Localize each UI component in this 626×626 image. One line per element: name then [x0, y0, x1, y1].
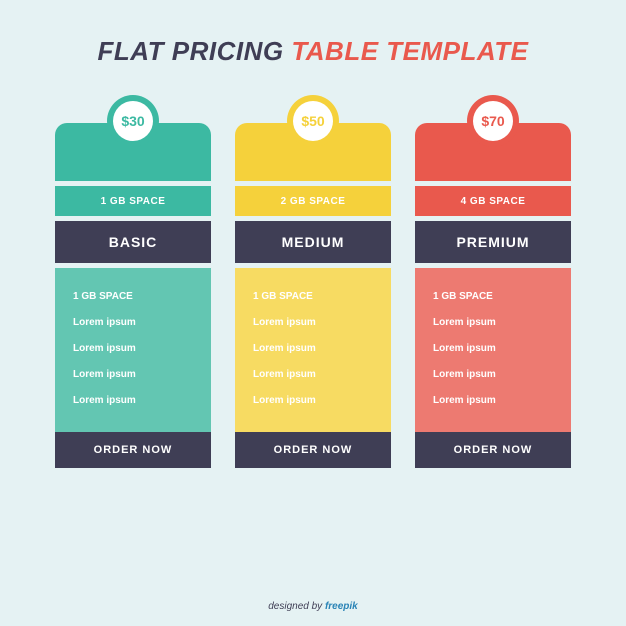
feature-item: Lorem ipsum: [433, 336, 553, 362]
card-header: $30: [55, 123, 211, 181]
order-button[interactable]: ORDER NOW: [415, 432, 571, 468]
pricing-card-medium: $50 2 GB SPACE MEDIUM 1 GB SPACE Lorem i…: [235, 123, 391, 468]
price-value: $30: [113, 101, 153, 141]
feature-item: Lorem ipsum: [253, 310, 373, 336]
feature-list: 1 GB SPACE Lorem ipsum Lorem ipsum Lorem…: [235, 268, 391, 432]
feature-list: 1 GB SPACE Lorem ipsum Lorem ipsum Lorem…: [415, 268, 571, 432]
feature-item: Lorem ipsum: [433, 362, 553, 388]
price-badge: $30: [107, 95, 159, 147]
footer-brand: freepik: [325, 601, 358, 612]
order-button[interactable]: ORDER NOW: [55, 432, 211, 468]
feature-item: Lorem ipsum: [253, 336, 373, 362]
price-value: $50: [293, 101, 333, 141]
footer-prefix: designed by: [268, 601, 325, 612]
feature-item: Lorem ipsum: [253, 388, 373, 414]
title-part2: TABLE TEMPLATE: [291, 36, 528, 66]
price-badge: $50: [287, 95, 339, 147]
feature-item: Lorem ipsum: [433, 388, 553, 414]
feature-item: Lorem ipsum: [73, 336, 193, 362]
space-label: 2 GB SPACE: [235, 186, 391, 216]
space-label: 4 GB SPACE: [415, 186, 571, 216]
space-label: 1 GB SPACE: [55, 186, 211, 216]
order-button[interactable]: ORDER NOW: [235, 432, 391, 468]
feature-item: Lorem ipsum: [73, 310, 193, 336]
tier-label: MEDIUM: [235, 221, 391, 263]
card-header: $70: [415, 123, 571, 181]
price-value: $70: [473, 101, 513, 141]
pricing-card-basic: $30 1 GB SPACE BASIC 1 GB SPACE Lorem ip…: [55, 123, 211, 468]
footer-credit: designed by freepik: [0, 601, 626, 612]
feature-list: 1 GB SPACE Lorem ipsum Lorem ipsum Lorem…: [55, 268, 211, 432]
pricing-cards-row: $30 1 GB SPACE BASIC 1 GB SPACE Lorem ip…: [0, 123, 626, 468]
pricing-card-premium: $70 4 GB SPACE PREMIUM 1 GB SPACE Lorem …: [415, 123, 571, 468]
title-part1: FLAT PRICING: [98, 36, 284, 66]
feature-item: 1 GB SPACE: [253, 284, 373, 310]
feature-item: 1 GB SPACE: [433, 284, 553, 310]
feature-item: Lorem ipsum: [73, 388, 193, 414]
page-title: FLAT PRICING TABLE TEMPLATE: [0, 0, 626, 67]
tier-label: PREMIUM: [415, 221, 571, 263]
feature-item: Lorem ipsum: [433, 310, 553, 336]
feature-item: 1 GB SPACE: [73, 284, 193, 310]
feature-item: Lorem ipsum: [253, 362, 373, 388]
tier-label: BASIC: [55, 221, 211, 263]
card-header: $50: [235, 123, 391, 181]
feature-item: Lorem ipsum: [73, 362, 193, 388]
price-badge: $70: [467, 95, 519, 147]
